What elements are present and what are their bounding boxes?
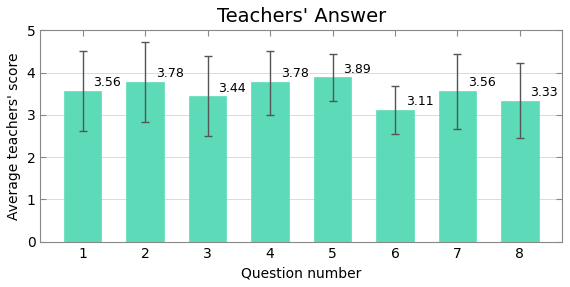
Text: 3.33: 3.33 [531,86,558,99]
Bar [376,110,414,242]
Bar [439,91,476,242]
X-axis label: Question number: Question number [241,266,361,280]
Bar [189,96,226,242]
Bar [64,91,101,242]
Bar [127,82,164,242]
Bar [501,101,539,242]
Bar [251,82,289,242]
Text: 3.56: 3.56 [468,76,496,90]
Text: 3.78: 3.78 [156,67,184,80]
Text: 3.44: 3.44 [218,82,246,94]
Text: 3.78: 3.78 [280,67,308,80]
Y-axis label: Average teachers' score: Average teachers' score [7,52,21,220]
Bar [314,77,351,242]
Text: 3.11: 3.11 [406,96,433,108]
Title: Teachers' Answer: Teachers' Answer [217,7,386,26]
Text: 3.56: 3.56 [93,76,121,90]
Text: 3.89: 3.89 [343,63,371,75]
